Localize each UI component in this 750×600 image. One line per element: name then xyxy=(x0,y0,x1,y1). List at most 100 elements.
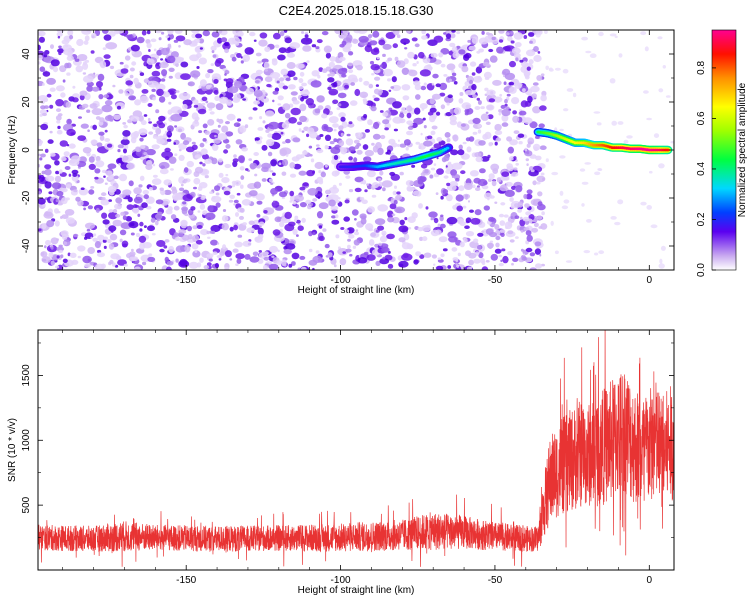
heatmap-noise-blob xyxy=(129,74,134,79)
heatmap-noise-blob xyxy=(351,209,359,216)
heatmap-noise-blob xyxy=(406,186,414,192)
heatmap-noise-blob xyxy=(124,55,131,61)
heatmap-noise-blob xyxy=(504,72,516,81)
heatmap-noise-blob xyxy=(128,256,136,262)
heatmap-noise-blob xyxy=(167,30,174,35)
heatmap-noise-blob xyxy=(224,250,232,258)
heatmap-noise-blob xyxy=(498,39,504,43)
heatmap-noise-blob xyxy=(253,219,260,225)
heatmap-noise-blob xyxy=(375,260,381,266)
heatmap-noise-blob xyxy=(270,159,277,167)
heatmap-noise-blob xyxy=(277,54,286,61)
heatmap-noise-blob xyxy=(232,183,236,188)
heatmap-noise-blob xyxy=(427,111,434,116)
heatmap-noise-blob xyxy=(112,84,116,88)
heatmap-noise-blob xyxy=(237,118,242,122)
heatmap-noise-blob xyxy=(579,168,586,172)
heatmap-noise-blob xyxy=(101,104,113,113)
heatmap-noise-blob xyxy=(283,263,287,267)
heatmap-noise-blob xyxy=(296,234,299,237)
heatmap-noise-blob xyxy=(363,114,368,119)
heatmap-noise-blob xyxy=(97,234,105,241)
heatmap-noise-blob xyxy=(212,251,218,255)
heatmap-noise-blob xyxy=(130,44,140,52)
heatmap-noise-blob xyxy=(117,105,121,110)
heatmap-noise-blob xyxy=(623,139,629,144)
heatmap-noise-blob xyxy=(349,100,358,106)
heatmap-noise-blob xyxy=(366,170,376,178)
heatmap-noise-blob xyxy=(299,71,305,77)
heatmap-noise-blob xyxy=(214,95,220,102)
heatmap-noise-blob xyxy=(658,263,665,269)
heatmap-noise-blob xyxy=(439,92,446,97)
heatmap-noise-blob xyxy=(148,121,153,124)
heatmap-noise-blob xyxy=(181,234,190,241)
heatmap-noise-blob xyxy=(218,77,222,81)
heatmap-noise-blob xyxy=(235,253,245,260)
heatmap-noise-blob xyxy=(474,106,481,110)
heatmap-noise-blob xyxy=(515,57,519,62)
heatmap-noise-blob xyxy=(363,156,372,163)
heatmap-noise-blob xyxy=(507,230,514,235)
heatmap-noise-blob xyxy=(451,247,458,252)
heatmap-noise-blob xyxy=(104,129,108,133)
heatmap-noise-blob xyxy=(265,139,275,147)
heatmap-noise-blob xyxy=(562,68,569,74)
y-tick-label: 500 xyxy=(21,496,32,513)
heatmap-noise-blob xyxy=(202,163,206,167)
heatmap-noise-blob xyxy=(225,144,231,149)
heatmap-noise-blob xyxy=(269,170,274,173)
heatmap-noise-blob xyxy=(55,199,60,203)
heatmap-noise-blob xyxy=(380,134,386,140)
heatmap-noise-blob xyxy=(82,75,94,83)
heatmap-noise-blob xyxy=(393,199,398,205)
heatmap-noise-blob xyxy=(387,210,394,219)
heatmap-noise-blob xyxy=(146,205,152,210)
heatmap-noise-blob xyxy=(517,133,525,138)
heatmap-noise-blob xyxy=(132,110,143,118)
heatmap-noise-blob xyxy=(646,205,652,210)
heatmap-noise-blob xyxy=(89,103,99,109)
heatmap-noise-blob xyxy=(98,131,105,136)
heatmap-noise-blob xyxy=(360,217,367,225)
heatmap-noise-blob xyxy=(507,146,514,154)
heatmap-noise-blob xyxy=(276,260,283,265)
heatmap-noise-blob xyxy=(401,84,411,91)
heatmap-noise-blob xyxy=(184,213,189,217)
heatmap-noise-blob xyxy=(537,201,543,206)
heatmap-noise-blob xyxy=(159,189,166,195)
heatmap-noise-blob xyxy=(397,139,400,142)
heatmap-noise-blob xyxy=(415,251,421,257)
heatmap-noise-blob xyxy=(382,43,392,50)
heatmap-noise-blob xyxy=(491,180,497,187)
heatmap-noise-blob xyxy=(222,244,227,250)
heatmap-noise-blob xyxy=(138,128,148,136)
heatmap-panel xyxy=(38,30,674,270)
heatmap-noise-blob xyxy=(174,236,180,241)
heatmap-noise-blob xyxy=(494,130,503,136)
heatmap-noise-blob xyxy=(235,212,239,217)
heatmap-noise-blob xyxy=(455,258,459,263)
heatmap-noise-blob xyxy=(117,149,121,153)
heatmap-noise-blob xyxy=(367,206,375,213)
heatmap-noise-blob xyxy=(284,37,292,44)
heatmap-noise-blob xyxy=(539,145,547,150)
heatmap-noise-blob xyxy=(289,200,293,203)
heatmap-ridge-layer xyxy=(336,127,673,171)
heatmap-noise-blob xyxy=(584,162,591,165)
heatmap-noise-blob xyxy=(482,133,489,140)
heatmap-noise-blob xyxy=(267,133,273,138)
heatmap-noise-blob xyxy=(236,258,242,265)
heatmap-noise-blob xyxy=(537,215,543,220)
heatmap-noise-blob xyxy=(450,169,457,177)
heatmap-noise-blob xyxy=(213,89,219,95)
heatmap-noise-blob xyxy=(330,146,341,154)
heatmap-noise-blob xyxy=(395,194,403,201)
heatmap-noise-blob xyxy=(660,245,666,251)
heatmap-noise-blob xyxy=(359,197,365,201)
heatmap-noise-blob xyxy=(514,42,522,48)
heatmap-noise-blob xyxy=(71,155,81,163)
heatmap-noise-blob xyxy=(295,63,305,69)
heatmap-noise-blob xyxy=(90,186,95,189)
heatmap-noise-blob xyxy=(211,143,219,151)
